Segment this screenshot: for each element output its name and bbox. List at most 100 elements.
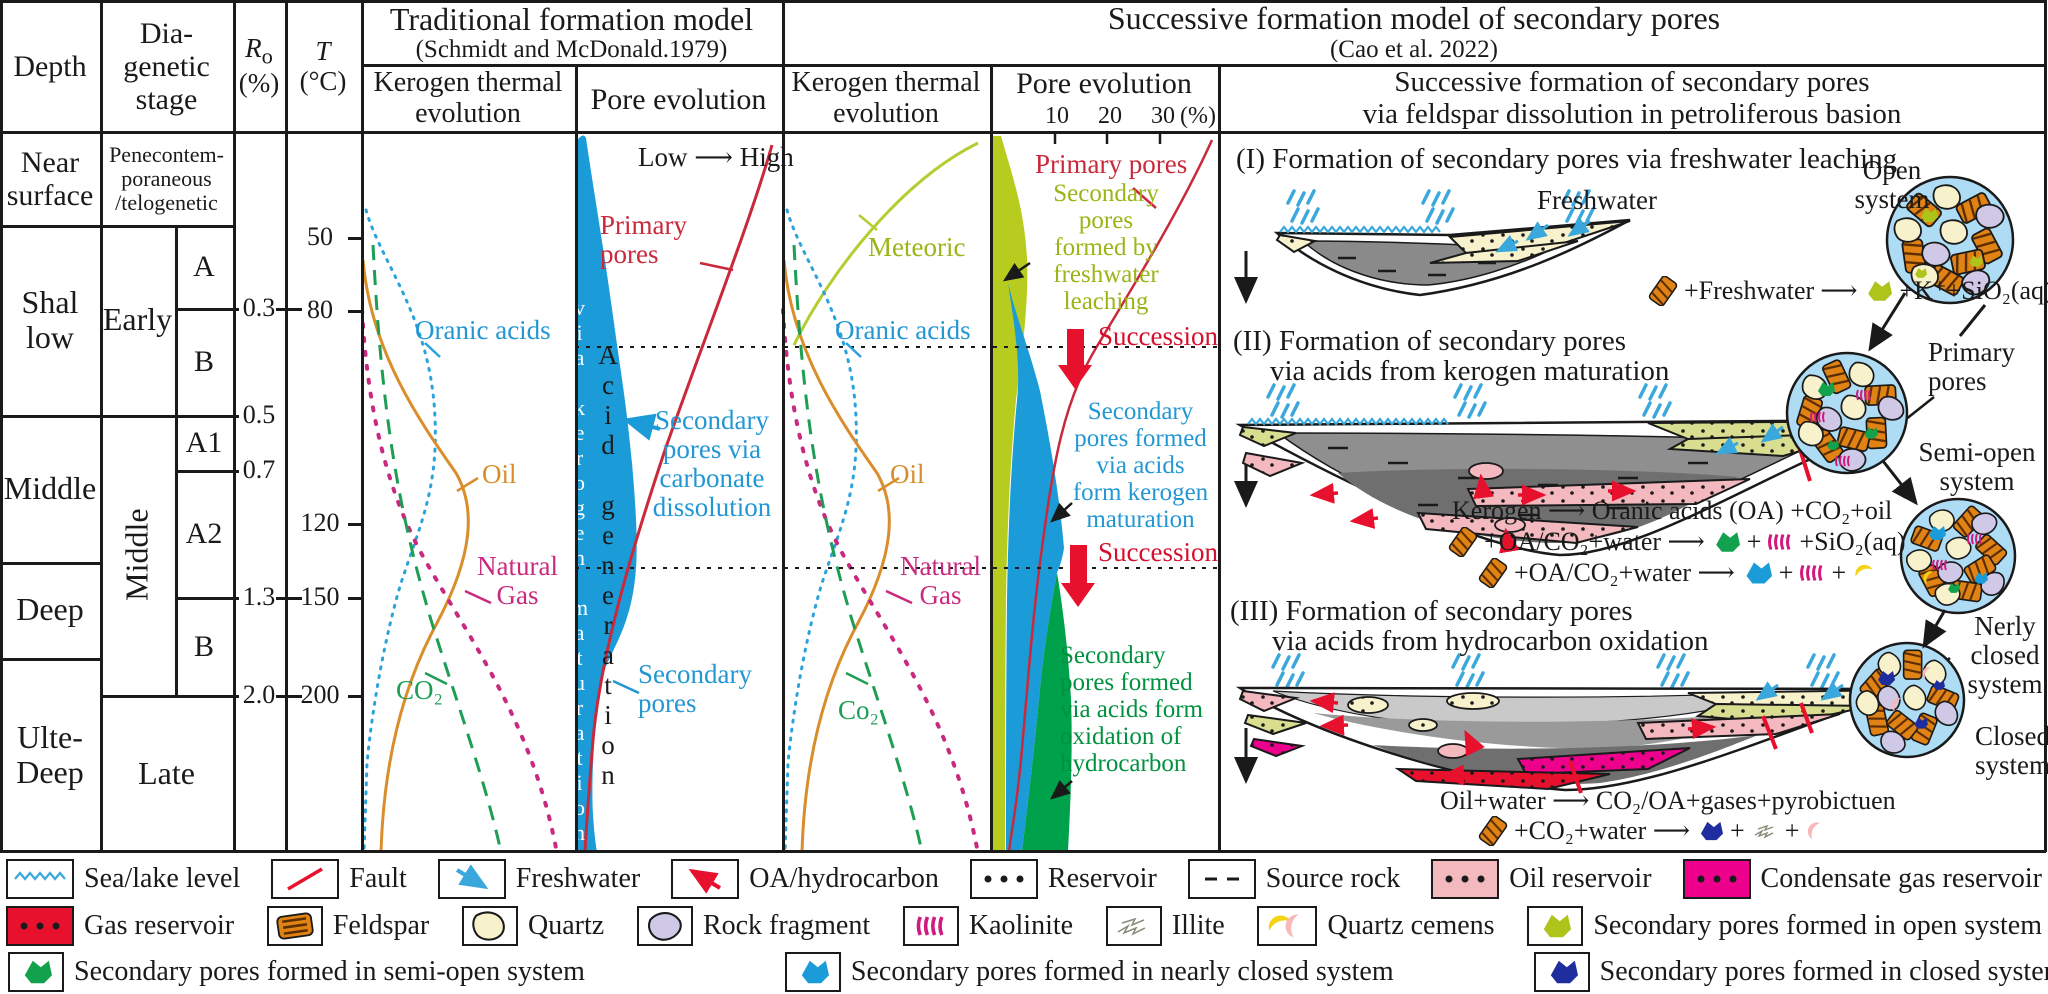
quartz-cemens-icon xyxy=(1257,905,1318,946)
legend-item: Kaolinite xyxy=(902,905,1073,946)
legend-item: Gas reservoir xyxy=(6,905,234,946)
tick-ro-03 xyxy=(225,308,239,311)
depth-row-ultra-deep: Ulte- Deep xyxy=(16,718,84,790)
rock-fragment-icon xyxy=(636,905,693,946)
t-tick-50: 50 xyxy=(307,222,333,251)
succ-oranic-acids-label: Oranic acids xyxy=(835,315,971,345)
successive-model-subtitle: (Cao et al. 2022) xyxy=(1329,36,1498,64)
tick-ro-03-t xyxy=(276,308,302,311)
substage-a2: A2 xyxy=(185,517,223,550)
depth-row-shallow: Shal low xyxy=(21,283,79,355)
section2-title-line1: (II) Formation of secondary pores xyxy=(1233,325,1626,357)
carbonate-pores-arrow xyxy=(622,413,661,441)
succ-secondary-oxidation-label: Secondary pores formed via acids form ox… xyxy=(1060,642,1204,777)
trad-oil-label: Oil xyxy=(482,459,517,489)
ro-tick-1.3: 1.3 xyxy=(242,582,276,611)
semi-open-system-label: Semi-open system xyxy=(1918,437,2036,497)
basin-kerogen-maturation xyxy=(1235,383,1935,557)
open-system-label: Open system xyxy=(1854,155,1930,215)
succ-natural-gas-label: Natural Gas xyxy=(900,551,981,611)
right-panel-header: Successive formation of secondary pores … xyxy=(1362,66,1902,130)
t-tick-120: 120 xyxy=(300,508,340,537)
depth-row-near-surface: Near surface xyxy=(6,146,94,212)
ro-tick-0.5: 0.5 xyxy=(242,400,276,429)
succ-meteoric-curve xyxy=(792,141,979,346)
trad-natural-gas-curve xyxy=(361,308,558,850)
feldspar-icon xyxy=(1478,816,1508,846)
succession-label-1: Succession xyxy=(1098,321,1218,351)
grid-v-panel xyxy=(1218,65,1221,852)
pores-semi-open-icon xyxy=(1715,532,1740,552)
feldspar-icon xyxy=(1478,558,1508,588)
quartz-icon xyxy=(462,905,518,946)
right-panel-graphics xyxy=(1234,175,2048,794)
t-tick-80: 80 xyxy=(307,295,333,324)
legend-item: Sea/lake level xyxy=(6,858,240,899)
grid-v-succ xyxy=(990,65,993,852)
grid-v-trad xyxy=(575,65,578,852)
succ-meteoric-label: Meteoric xyxy=(868,232,966,262)
tick-ro-20-t xyxy=(276,695,302,698)
freshwater-arrow-icon xyxy=(437,858,506,899)
reaction-s2-2: +OA/CO₂+water ⟶ + +SiO₂(aq) xyxy=(1448,527,1906,557)
succ-co2-curve xyxy=(792,244,924,852)
pore-scale-ticks xyxy=(1053,133,1162,144)
pores-open-icon xyxy=(1868,281,1893,301)
trad-primary-pores-label: Primary pores xyxy=(600,210,687,270)
trad-oil-curve xyxy=(361,259,470,852)
grid-h-sub-a1a2 xyxy=(175,470,233,473)
basin-hydrocarbon-oxidation xyxy=(1235,653,1951,794)
legend-row-2: Gas reservoir Feldspar Quartz Rock fragm… xyxy=(0,903,2048,948)
kaolinite-icon xyxy=(1768,533,1791,551)
oa-hydrocarbon-arrow-icon xyxy=(671,858,740,899)
reaction-s1: +Freshwater⟶ +K⁺+SiO₂(aq)+Al³⁺ xyxy=(1648,276,2048,306)
closed-system-circle xyxy=(1835,630,1977,772)
feldspar-icon xyxy=(266,905,323,946)
ro-tick-0.7: 0.7 xyxy=(242,455,276,484)
stage-late: Late xyxy=(138,754,195,791)
oil-reservoir-icon xyxy=(1431,858,1500,899)
fault-icon xyxy=(271,858,340,899)
legend-item: Source rock xyxy=(1187,858,1400,899)
primary-pores-system-label: Primary pores xyxy=(1928,337,2015,397)
grid-v-substage xyxy=(175,225,178,695)
legend-item: Secondary pores formed in semi-open syst… xyxy=(8,952,585,992)
trad-primary-pores-curve xyxy=(583,144,774,852)
depth-row-middle: Middle xyxy=(3,469,97,506)
section1-title: (I) Formation of secondary pores via fre… xyxy=(1236,143,1898,175)
substage-a1: A1 xyxy=(185,426,223,459)
succ-oranic-acids-curve xyxy=(783,208,858,852)
succ-oil-label: Oil xyxy=(890,459,925,489)
successive-pore-header: Pore evolution xyxy=(1016,66,1192,100)
legend-item: Condensate gas reservoir xyxy=(1682,858,2042,899)
substage-b: B xyxy=(193,345,214,378)
reaction-s2-3: +OA/CO₂+water ⟶ + + xyxy=(1478,558,1876,588)
legend-item: Secondary pores formed in nearly closed … xyxy=(784,952,1394,992)
source-rock-icon xyxy=(1187,858,1256,899)
border-right xyxy=(2044,0,2047,852)
legend-item: Freshwater xyxy=(437,858,640,899)
system-sequence-arrows xyxy=(1868,292,1987,649)
pores-nearly-closed-icon xyxy=(784,952,841,992)
grid-v-models xyxy=(782,0,785,852)
legend-item: Rock fragment xyxy=(636,905,870,946)
nearly-closed-system-circle xyxy=(1894,493,2023,623)
trad-oranic-acids-label: Oranic acids xyxy=(415,315,551,345)
stage-early: Early xyxy=(102,301,173,338)
grid-v-ro xyxy=(285,0,288,852)
depth-row-deep: Deep xyxy=(16,591,84,628)
legend-item: Fault xyxy=(271,858,407,899)
traditional-pore-header: Pore evolution xyxy=(590,82,767,116)
pore-scale-tick-30: 30 xyxy=(1151,103,1175,129)
succession-label-2: Succession xyxy=(1098,537,1218,567)
legend-row-1: Sea/lake level Fault Freshwater OA/hydro… xyxy=(0,856,2048,901)
border-bottom xyxy=(0,850,2046,853)
trad-low-high-label: Low ⟶ High xyxy=(638,142,794,172)
grid-h-deep xyxy=(0,562,100,565)
freshwater-label: Freshwater xyxy=(1537,185,1657,215)
grid-h-late xyxy=(100,695,233,698)
basin-freshwater-leaching xyxy=(1273,189,1631,297)
succ-freshwater-pores-band xyxy=(992,136,1028,852)
succ-secondary-freshwater-label: Secondary pores formed by freshwater lea… xyxy=(1053,180,1159,315)
